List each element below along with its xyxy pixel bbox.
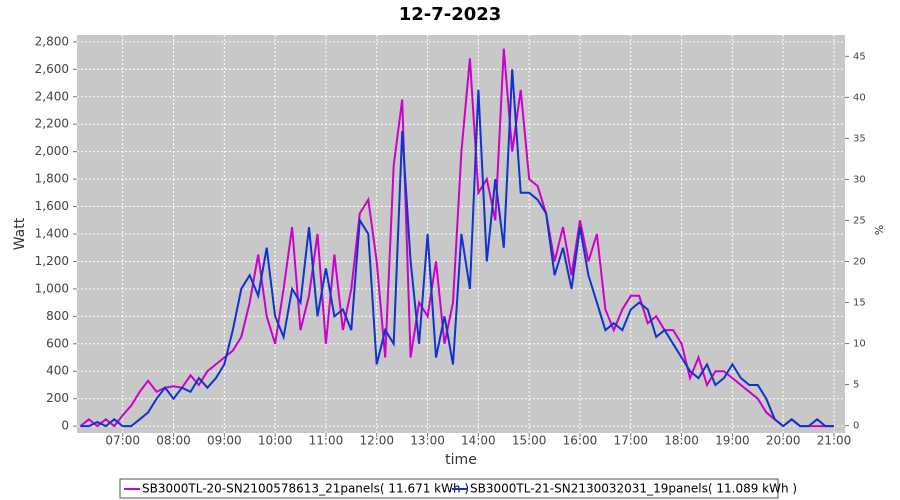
x-tick-label: 08:00: [156, 434, 191, 448]
x-tick-label: 07:00: [105, 434, 140, 448]
x-tick-label: 21:00: [817, 434, 852, 448]
x-tick-label: 10:00: [258, 434, 293, 448]
y-tick-label: 800: [46, 309, 69, 323]
y2-tick-label: 5: [853, 380, 859, 391]
x-tick-label: 18:00: [664, 434, 699, 448]
x-tick-label: 09:00: [207, 434, 242, 448]
y-tick-label: 1,400: [35, 227, 69, 241]
y-tick-label: 2,000: [35, 144, 69, 158]
x-axis-label: time: [445, 452, 477, 468]
y-tick-label: 600: [46, 336, 69, 350]
x-tick-label: 15:00: [512, 434, 547, 448]
x-tick-label: 20:00: [766, 434, 801, 448]
y2-tick-label: 40: [853, 92, 866, 103]
y-tick-label: 1,600: [35, 199, 69, 213]
x-tick-label: 16:00: [563, 434, 598, 448]
y-tick-label: 400: [46, 364, 69, 378]
y-tick-label: 200: [46, 391, 69, 405]
y2-tick-label: 35: [853, 133, 866, 144]
y-tick-label: 1,000: [35, 281, 69, 295]
legend-label: SB3000TL-21-SN2130032031_19panels( 11.08…: [470, 482, 797, 496]
x-tick-label: 17:00: [613, 434, 648, 448]
y2-tick-label: 30: [853, 174, 866, 185]
y-tick-label: 0: [61, 419, 69, 433]
legend-label: SB3000TL-20-SN2100578613_21panels( 11.67…: [142, 482, 469, 496]
y2-tick-label: 20: [853, 256, 866, 267]
x-tick-label: 12:00: [359, 434, 394, 448]
y2-tick-label: 15: [853, 298, 866, 309]
series-line: [80, 69, 834, 428]
y2-tick-label: 25: [853, 215, 866, 226]
x-tick-label: 13:00: [410, 434, 445, 448]
y-axis-label: Watt: [12, 217, 28, 250]
y-tick-label: 1,800: [35, 172, 69, 186]
y-tick-label: 2,600: [35, 62, 69, 76]
series-line: [79, 48, 834, 428]
y2-axis-label: %: [873, 225, 886, 235]
y-tick-label: 2,800: [35, 34, 69, 48]
y-tick-label: 1,200: [35, 254, 69, 268]
x-tick-label: 11:00: [309, 434, 344, 448]
y2-tick-label: 10: [853, 339, 866, 350]
x-tick-label: 14:00: [461, 434, 496, 448]
y2-tick-label: 45: [853, 51, 866, 62]
y-tick-label: 2,200: [35, 117, 69, 131]
y2-tick-label: 0: [853, 421, 859, 432]
y-tick-label: 2,400: [35, 89, 69, 103]
legend: [119, 478, 779, 499]
chart-title: 12-7-2023: [399, 4, 502, 25]
x-tick-label: 19:00: [715, 434, 750, 448]
